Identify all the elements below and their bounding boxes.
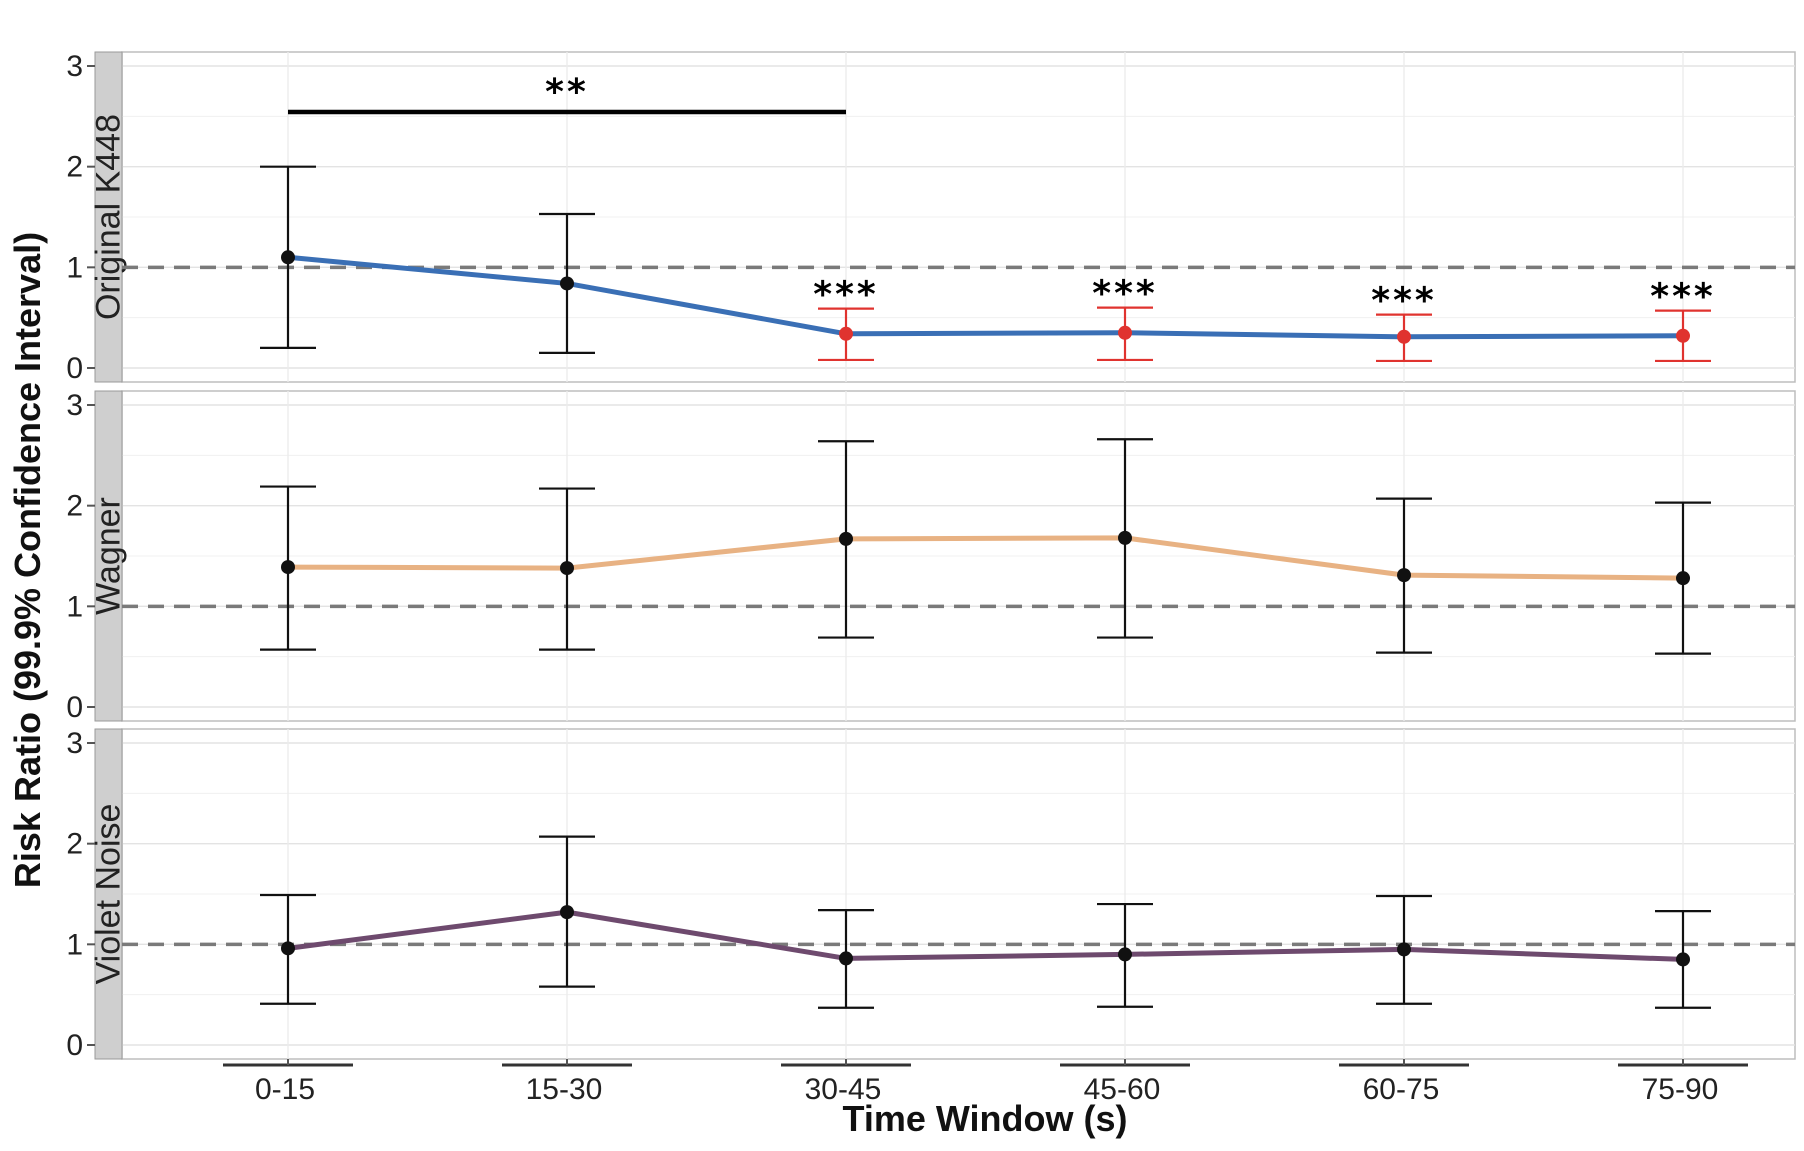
data-point <box>1397 329 1411 344</box>
series-line <box>287 535 1684 581</box>
x-axis: 0-15 15-30 30-45 45-60 60-75 75-90 <box>223 1059 1748 1106</box>
series-line <box>287 254 1684 340</box>
data-point <box>839 326 853 341</box>
facet-label: Violet Noise <box>90 804 128 985</box>
data-point <box>1397 568 1411 583</box>
data-point <box>281 560 295 575</box>
panel-2: Violet Noise 0 1 2 3 <box>66 727 1796 1062</box>
y-axis-title: Risk Ratio (99.9% Confidence Interval) <box>7 232 48 888</box>
data-point <box>839 951 853 966</box>
y-tick-label: 1 <box>66 251 83 284</box>
y-tick-label: 2 <box>66 151 83 184</box>
y-tick-label: 1 <box>66 590 83 623</box>
bracket-label: ** <box>545 72 589 113</box>
y-tick-label: 3 <box>66 389 83 422</box>
y-tick-label: 2 <box>66 828 83 861</box>
significance-label: *** <box>1092 274 1157 315</box>
facet-strip <box>94 728 123 1060</box>
data-point <box>560 905 574 920</box>
series-line <box>287 909 1684 962</box>
x-tick-label: 75-90 <box>1642 1073 1719 1106</box>
data-point <box>560 561 574 576</box>
data-point <box>1676 328 1690 343</box>
data-point <box>1397 942 1411 957</box>
data-point <box>1676 571 1690 586</box>
facet-label: Wagner <box>90 497 128 615</box>
y-tick-label: 0 <box>66 1029 83 1062</box>
data-point <box>281 941 295 956</box>
x-tick-label: 0-15 <box>255 1073 315 1106</box>
data-point <box>1676 952 1690 967</box>
facet-label: Original K448 <box>90 114 128 320</box>
data-point <box>281 250 295 265</box>
significance-label: *** <box>1371 281 1436 322</box>
y-tick-label: 0 <box>66 352 83 385</box>
y-tick-label: 3 <box>66 50 83 83</box>
facet-strip <box>94 51 123 383</box>
panel-1: Wagner 0 1 2 3 <box>66 389 1796 724</box>
data-point <box>1118 530 1132 545</box>
y-tick-label: 3 <box>66 727 83 760</box>
x-tick-label: 45-60 <box>1084 1073 1161 1106</box>
y-tick-label: 2 <box>66 490 83 523</box>
x-tick-label: 60-75 <box>1363 1073 1440 1106</box>
facet-strip <box>94 390 123 722</box>
x-axis-title: Time Window (s) <box>842 1098 1127 1139</box>
data-point <box>1118 325 1132 340</box>
x-tick-label: 15-30 <box>526 1073 603 1106</box>
significance-label: *** <box>813 275 878 316</box>
y-tick-label: 1 <box>66 928 83 961</box>
data-point <box>560 276 574 291</box>
data-point <box>839 531 853 546</box>
data-point <box>1118 947 1132 962</box>
y-tick-label: 0 <box>66 691 83 724</box>
significance-label: *** <box>1650 277 1715 318</box>
x-tick-label: 30-45 <box>805 1073 882 1106</box>
